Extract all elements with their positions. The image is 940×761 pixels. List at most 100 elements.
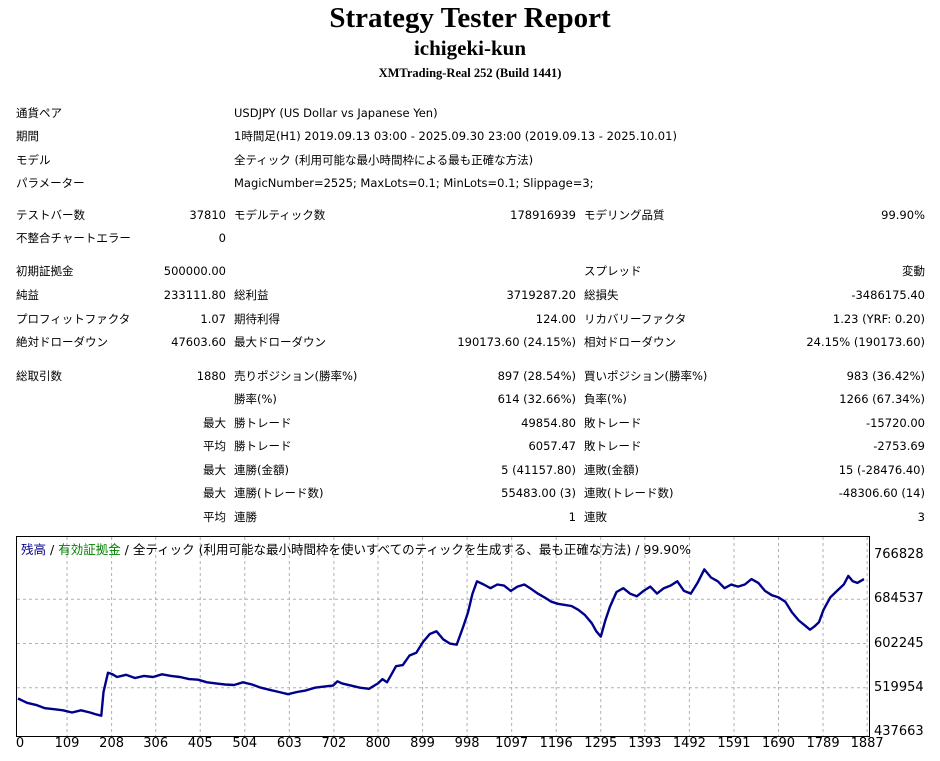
- server-info: XMTrading-Real 252 (Build 1441): [378, 66, 562, 80]
- value-avg-loss: -2753.69: [873, 439, 925, 453]
- value-recovery: 1.23 (YRF: 0.20): [832, 312, 925, 326]
- label-short: 売りポジション(勝率%): [234, 369, 358, 383]
- label-spread: スプレッド: [584, 264, 642, 278]
- label-consec-win-trades: 連勝(トレード数): [234, 486, 324, 500]
- x-tick-label: 405: [187, 736, 213, 751]
- value-avg-consec-loss: 3: [917, 510, 925, 524]
- label-largest-loss: 敗トレード: [584, 416, 642, 430]
- label-consec-win-money: 連勝(金額): [234, 463, 289, 477]
- x-tick-label: 1690: [761, 736, 796, 751]
- x-tick-label: 0: [15, 736, 25, 751]
- x-tick-label: 1295: [584, 736, 618, 751]
- label-largest-win: 勝トレード: [234, 416, 292, 430]
- label-quality: モデリング品質: [584, 208, 665, 222]
- label-consec-loss-money: 連敗(金額): [584, 463, 639, 477]
- x-tick-label: 800: [365, 736, 391, 751]
- settings-label-period: 期間: [16, 129, 39, 143]
- prefix-max-1: 最大: [203, 416, 226, 430]
- x-tick-label: 702: [321, 736, 347, 751]
- prefix-max-2: 最大: [203, 463, 226, 477]
- value-avg-win: 6057.47: [528, 439, 576, 453]
- value-consec-win-trades: 55483.00 (3): [501, 486, 576, 500]
- value-abs-dd: 47603.60: [171, 335, 226, 349]
- settings-value-period: 1時間足(H1) 2019.09.13 03:00 - 2025.09.30 2…: [234, 129, 677, 143]
- x-tick-label: 1591: [717, 736, 751, 751]
- balance-chart: [16, 536, 870, 737]
- value-avg-consec-win: 1: [568, 510, 576, 524]
- label-win: 勝率(%): [234, 392, 277, 406]
- prefix-avg-2: 平均: [203, 510, 226, 524]
- ea-name: ichigeki-kun: [413, 36, 527, 60]
- value-total-trades: 1880: [196, 369, 226, 383]
- x-tick-label: 899: [410, 736, 435, 751]
- label-profit-factor: プロフィットファクタ: [16, 312, 131, 326]
- label-loss: 負率(%): [584, 392, 627, 406]
- value-expected-payoff: 124.00: [535, 312, 576, 326]
- legend-separator: /: [46, 542, 59, 557]
- value-mismatch: 0: [218, 231, 226, 245]
- value-gross-loss: -3486175.40: [851, 288, 925, 302]
- prefix-avg-1: 平均: [203, 439, 226, 453]
- label-avg-loss: 敗トレード: [584, 439, 642, 453]
- value-quality: 99.90%: [881, 208, 925, 222]
- label-long: 買いポジション(勝率%): [584, 369, 708, 383]
- settings-label-symbol: 通貨ペア: [16, 106, 62, 120]
- value-bars: 37810: [189, 208, 226, 222]
- x-tick-label: 1097: [495, 736, 529, 751]
- label-ticks: モデルティック数: [234, 208, 326, 222]
- x-tick-label: 1492: [672, 736, 706, 751]
- label-abs-dd: 絶対ドローダウン: [16, 335, 108, 349]
- label-max-dd: 最大ドローダウン: [234, 335, 326, 349]
- x-tick-label: 1196: [539, 736, 573, 751]
- x-tick-label: 603: [276, 736, 302, 751]
- y-tick-label: 766828: [874, 547, 924, 562]
- y-tick-label: 684537: [874, 591, 924, 607]
- value-deposit: 500000.00: [163, 264, 226, 278]
- value-long: 983 (36.42%): [846, 369, 925, 383]
- prefix-max-3: 最大: [203, 486, 226, 500]
- x-tick-label: 208: [99, 736, 125, 751]
- value-short: 897 (28.54%): [497, 369, 576, 383]
- x-tick-label: 998: [454, 736, 480, 751]
- label-avg-consec-loss: 連敗: [584, 510, 607, 524]
- chart-legend: 残高 / 有効証拠金 / 全ティック (利用可能な最小時間枠を使いすべてのティッ…: [21, 539, 691, 558]
- label-total-trades: 総取引数: [16, 369, 62, 383]
- value-largest-loss: -15720.00: [865, 416, 925, 430]
- x-tick-label: 1789: [806, 736, 840, 751]
- x-tick-label: 306: [143, 736, 169, 751]
- label-net-profit: 純益: [16, 288, 39, 302]
- balance-chart-plot: [17, 537, 869, 736]
- label-bars: テストバー数: [16, 208, 85, 222]
- legend-equity: 有効証拠金: [58, 542, 121, 557]
- label-gross-loss: 総損失: [584, 288, 619, 302]
- settings-label-model: モデル: [16, 153, 51, 167]
- label-consec-loss-trades: 連敗(トレード数): [584, 486, 674, 500]
- label-rel-dd: 相対ドローダウン: [584, 335, 676, 349]
- report-title: Strategy Tester Report: [329, 2, 611, 34]
- x-tick-label: 109: [54, 736, 80, 751]
- x-tick-label: 1887: [850, 736, 884, 751]
- label-gross-profit: 総利益: [234, 288, 269, 302]
- value-largest-win: 49854.80: [521, 416, 576, 430]
- y-tick-label: 437663: [874, 724, 924, 739]
- label-recovery: リカバリーファクタ: [584, 312, 687, 326]
- value-win: 614 (32.66%): [497, 392, 576, 406]
- label-avg-win: 勝トレード: [234, 439, 292, 453]
- legend-balance: 残高: [21, 542, 47, 557]
- settings-value-parameters: MagicNumber=2525; MaxLots=0.1; MinLots=0…: [234, 176, 594, 190]
- value-consec-loss-trades: -48306.60 (14): [838, 486, 925, 500]
- balance-line: [17, 568, 865, 717]
- value-ticks: 178916939: [510, 208, 576, 222]
- value-net-profit: 233111.80: [163, 288, 226, 302]
- value-max-dd: 190173.60 (24.15%): [457, 335, 576, 349]
- x-tick-label: 1393: [628, 736, 662, 751]
- settings-label-parameters: パラメーター: [16, 176, 85, 190]
- y-tick-label: 602245: [874, 635, 924, 651]
- value-spread: 変動: [902, 264, 925, 278]
- settings-value-symbol: USDJPY (US Dollar vs Japanese Yen): [234, 106, 438, 120]
- label-mismatch: 不整合チャートエラー: [16, 231, 131, 245]
- value-loss: 1266 (67.34%): [839, 392, 925, 406]
- label-expected-payoff: 期待利得: [234, 312, 280, 326]
- settings-value-model: 全ティック (利用可能な最小時間枠による最も正確な方法): [234, 153, 534, 167]
- value-rel-dd: 24.15% (190173.60): [806, 335, 925, 349]
